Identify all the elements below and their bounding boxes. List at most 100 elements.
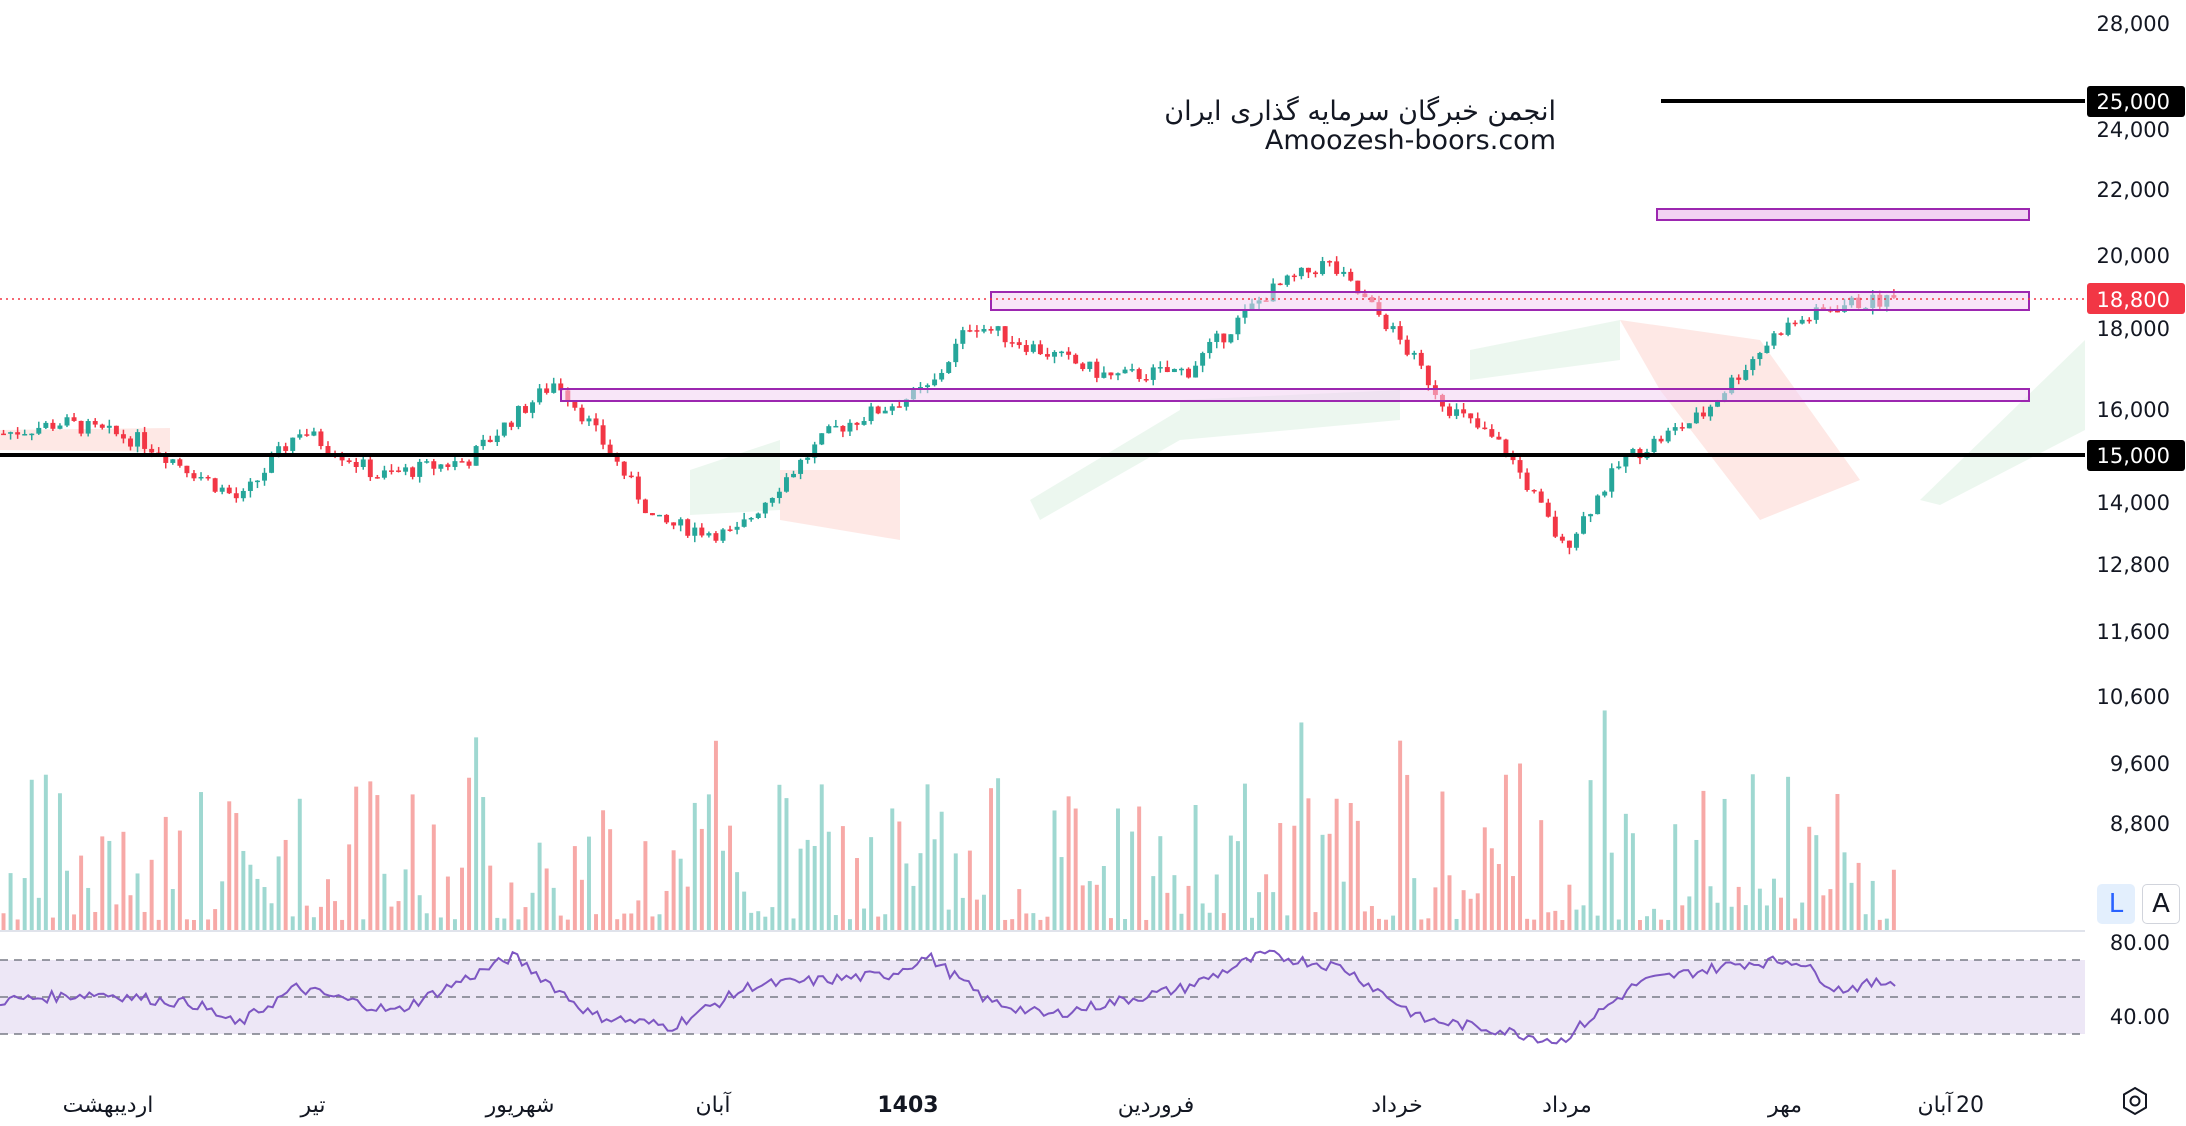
volume-bar [474, 737, 479, 930]
candle-body [784, 477, 789, 492]
volume-bar [608, 829, 613, 930]
log-scale-button[interactable]: L [2097, 884, 2135, 924]
volume-bar [981, 894, 986, 930]
volume-bar [107, 840, 112, 930]
candle-body [374, 477, 380, 479]
candle-body [988, 328, 994, 331]
candle-body [15, 432, 21, 435]
candle-body [600, 425, 606, 445]
badge-15000: 15,000 [2087, 440, 2185, 471]
volume-bar [544, 868, 549, 930]
cloud-segment [1180, 390, 1400, 440]
volume-bar [1461, 890, 1466, 930]
candle-body [974, 330, 980, 332]
volume-bar [255, 878, 260, 930]
volume-bar [629, 913, 634, 930]
candle-body [1595, 495, 1601, 515]
candle-body [727, 529, 733, 531]
volume-bar [735, 872, 740, 930]
volume-bar [996, 778, 1001, 930]
volume-bar [1207, 912, 1212, 930]
volume-bar [826, 831, 831, 930]
candle-body [1771, 333, 1777, 346]
svg-text:18,800: 18,800 [2097, 288, 2170, 312]
volume-bar [206, 919, 211, 930]
candle-body [812, 444, 818, 458]
price-tick: 28,000 [2097, 12, 2170, 36]
volume-bar [1884, 918, 1889, 930]
time-label: اردیبهشت [63, 1093, 154, 1118]
candle-body [1327, 261, 1333, 263]
volume-bar [622, 913, 627, 930]
auto-scale-button[interactable]: A [2142, 884, 2180, 924]
candle-body [1348, 271, 1354, 281]
volume-bar [269, 903, 274, 930]
candle-body [311, 431, 317, 436]
candle-body [424, 461, 430, 463]
volume-bar [685, 886, 690, 930]
candle-body [621, 461, 627, 476]
candle-body [833, 425, 839, 428]
candle-body [537, 388, 543, 403]
candle-body [1341, 271, 1347, 274]
volume-bar [798, 848, 803, 930]
volume-bar [79, 855, 84, 930]
cloud-segment [1030, 410, 1180, 520]
candle-body [1313, 272, 1318, 275]
candle-body [932, 379, 938, 386]
volume-bar [784, 798, 789, 930]
price-scale[interactable]: 28,000 24,000 22,000 20,000 18,000 16,00… [2097, 12, 2170, 836]
volume-bar [15, 919, 20, 930]
candle-body [113, 425, 119, 435]
candle-body [819, 433, 825, 445]
volume-bar [1376, 918, 1381, 930]
volume-bar [1496, 864, 1501, 930]
volume-bar [756, 911, 761, 930]
price-tick: 24,000 [2097, 118, 2170, 142]
volume-bar [368, 781, 373, 930]
price-tick: 22,000 [2097, 178, 2170, 202]
candle-body [1277, 283, 1283, 286]
candle-body [1207, 341, 1213, 354]
candle-body [149, 448, 155, 453]
resistance-zone-middle[interactable] [990, 291, 2030, 311]
candle-body [389, 470, 394, 472]
candle-body [664, 514, 670, 523]
price-tick: 8,800 [2110, 812, 2170, 836]
time-axis[interactable]: اردیبهشت تیر شهریور آبان 1403 فروردین خر… [63, 1091, 1984, 1118]
volume-bar [1609, 852, 1614, 930]
candle-body [403, 467, 409, 472]
volume-bar [460, 867, 464, 930]
candle-body [452, 461, 458, 467]
volume-bar [1066, 796, 1071, 930]
volume-bar [1856, 862, 1861, 930]
settings-icon[interactable] [2120, 1086, 2150, 1116]
volume-bar [1687, 896, 1692, 930]
candle-body [135, 432, 141, 447]
resistance-zone-upper[interactable] [1656, 208, 2030, 221]
candle-body [1037, 344, 1043, 355]
candle-body [1609, 468, 1615, 492]
volume-bar [1623, 813, 1628, 930]
candle-body [396, 470, 401, 472]
volume-bar [847, 919, 852, 930]
volume-bar [946, 909, 951, 930]
candle-body [1101, 372, 1107, 378]
candle-body [1418, 352, 1424, 366]
volume-bar [1518, 763, 1523, 930]
candle-body [1073, 354, 1079, 364]
volume-bar [1179, 913, 1184, 930]
candle-body [1115, 373, 1121, 376]
volume-bar [1743, 905, 1748, 930]
volume-bar [248, 864, 253, 930]
candle-body [1679, 427, 1685, 429]
volume-bar [163, 816, 168, 930]
candle-body [1242, 309, 1248, 318]
support-zone-lower[interactable] [560, 388, 2030, 402]
candle-body [699, 527, 705, 536]
volume-bar [297, 798, 302, 930]
volume-bar [1842, 852, 1847, 930]
candle-body [1665, 430, 1671, 442]
candle-body [558, 383, 564, 391]
